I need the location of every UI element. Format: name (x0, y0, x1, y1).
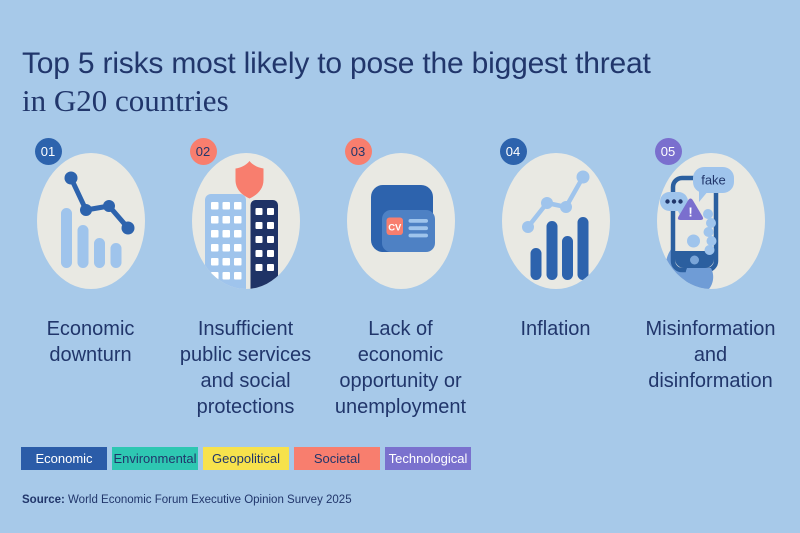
finger (704, 245, 714, 255)
risk-card-economic-downturn: 01 Economic downturn (13, 138, 168, 420)
cv-badge (386, 217, 403, 235)
legend-chip-geopolitical: Geopolitical (203, 447, 289, 470)
source-text: World Economic Forum Executive Opinion S… (64, 494, 352, 506)
finger (705, 218, 716, 228)
buildings-shield-icon (204, 161, 278, 289)
page-title: Top 5 risks most likely to pose the bigg… (22, 45, 651, 120)
category-legend: Economic Environmental Geopolitical Soci… (21, 447, 471, 470)
legend-chip-societal: Societal (294, 447, 380, 470)
legend-chip-environmental: Environmental (112, 447, 198, 470)
fake-text: fake (701, 173, 726, 188)
cv-document-icon: CV (370, 185, 435, 252)
legend-chip-technological: Technological (385, 447, 471, 470)
thumb (686, 234, 700, 248)
icon-bubble: CV 03 (344, 138, 455, 289)
legend-chip-economic: Economic (21, 447, 107, 470)
rank-badge: 02 (189, 138, 217, 165)
icon-bubble: 02 (189, 138, 300, 289)
icon-circle (191, 153, 300, 289)
risk-card-misinformation: fake (633, 138, 788, 420)
icon-circle: fake (656, 153, 765, 289)
risk-label: Lack of economic opportunity or unemploy… (334, 318, 467, 418)
source-label: Source: (22, 494, 65, 506)
risk-label: Misinformation and disinformation (645, 318, 776, 392)
home-button (689, 255, 699, 265)
warning-triangle-icon: ! (677, 198, 703, 220)
risk-card-unemployment: CV 03 Lack of economic opportunity or un… (323, 138, 478, 420)
title-line-2: in G20 countries (22, 83, 229, 119)
icon-bubble: 04 (499, 138, 610, 289)
risk-card-public-services: 02 Insufficient public services and soci… (168, 138, 323, 420)
finger (703, 227, 713, 237)
declining-chart-icon (60, 171, 134, 268)
right-building (250, 200, 278, 289)
icon-bubble: 01 (34, 138, 145, 289)
finger (702, 209, 713, 219)
phone-fake-news-icon: fake (659, 167, 734, 289)
rank-badge: 03 (344, 138, 372, 165)
alert-text: ! (688, 205, 692, 220)
risk-cards-row: 01 Economic downturn (13, 138, 788, 420)
icon-bubble: fake (654, 138, 765, 289)
risk-card-inflation: 04 Inflation (478, 138, 633, 420)
rank-badge: 04 (499, 138, 527, 165)
palm (684, 268, 713, 289)
icon-circle (36, 153, 145, 289)
rank-badge: 05 (654, 138, 682, 165)
source-note: Source: World Economic Forum Executive O… (22, 494, 352, 506)
cv-text: CV (388, 223, 402, 234)
rising-chart-icon (521, 170, 589, 280)
risk-label: Inflation (520, 318, 591, 340)
shield-icon (235, 161, 263, 199)
finger (706, 236, 716, 246)
icon-circle (501, 153, 610, 289)
title-line-1: Top 5 risks most likely to pose the bigg… (22, 47, 651, 81)
icon-circle: CV (346, 153, 455, 289)
rank-badge: 01 (34, 138, 62, 165)
left-building (204, 194, 246, 289)
risk-label: Insufficient public services and social … (179, 318, 312, 418)
speech-bubble-fake: fake (692, 167, 734, 202)
risk-label: Economic downturn (46, 318, 135, 366)
